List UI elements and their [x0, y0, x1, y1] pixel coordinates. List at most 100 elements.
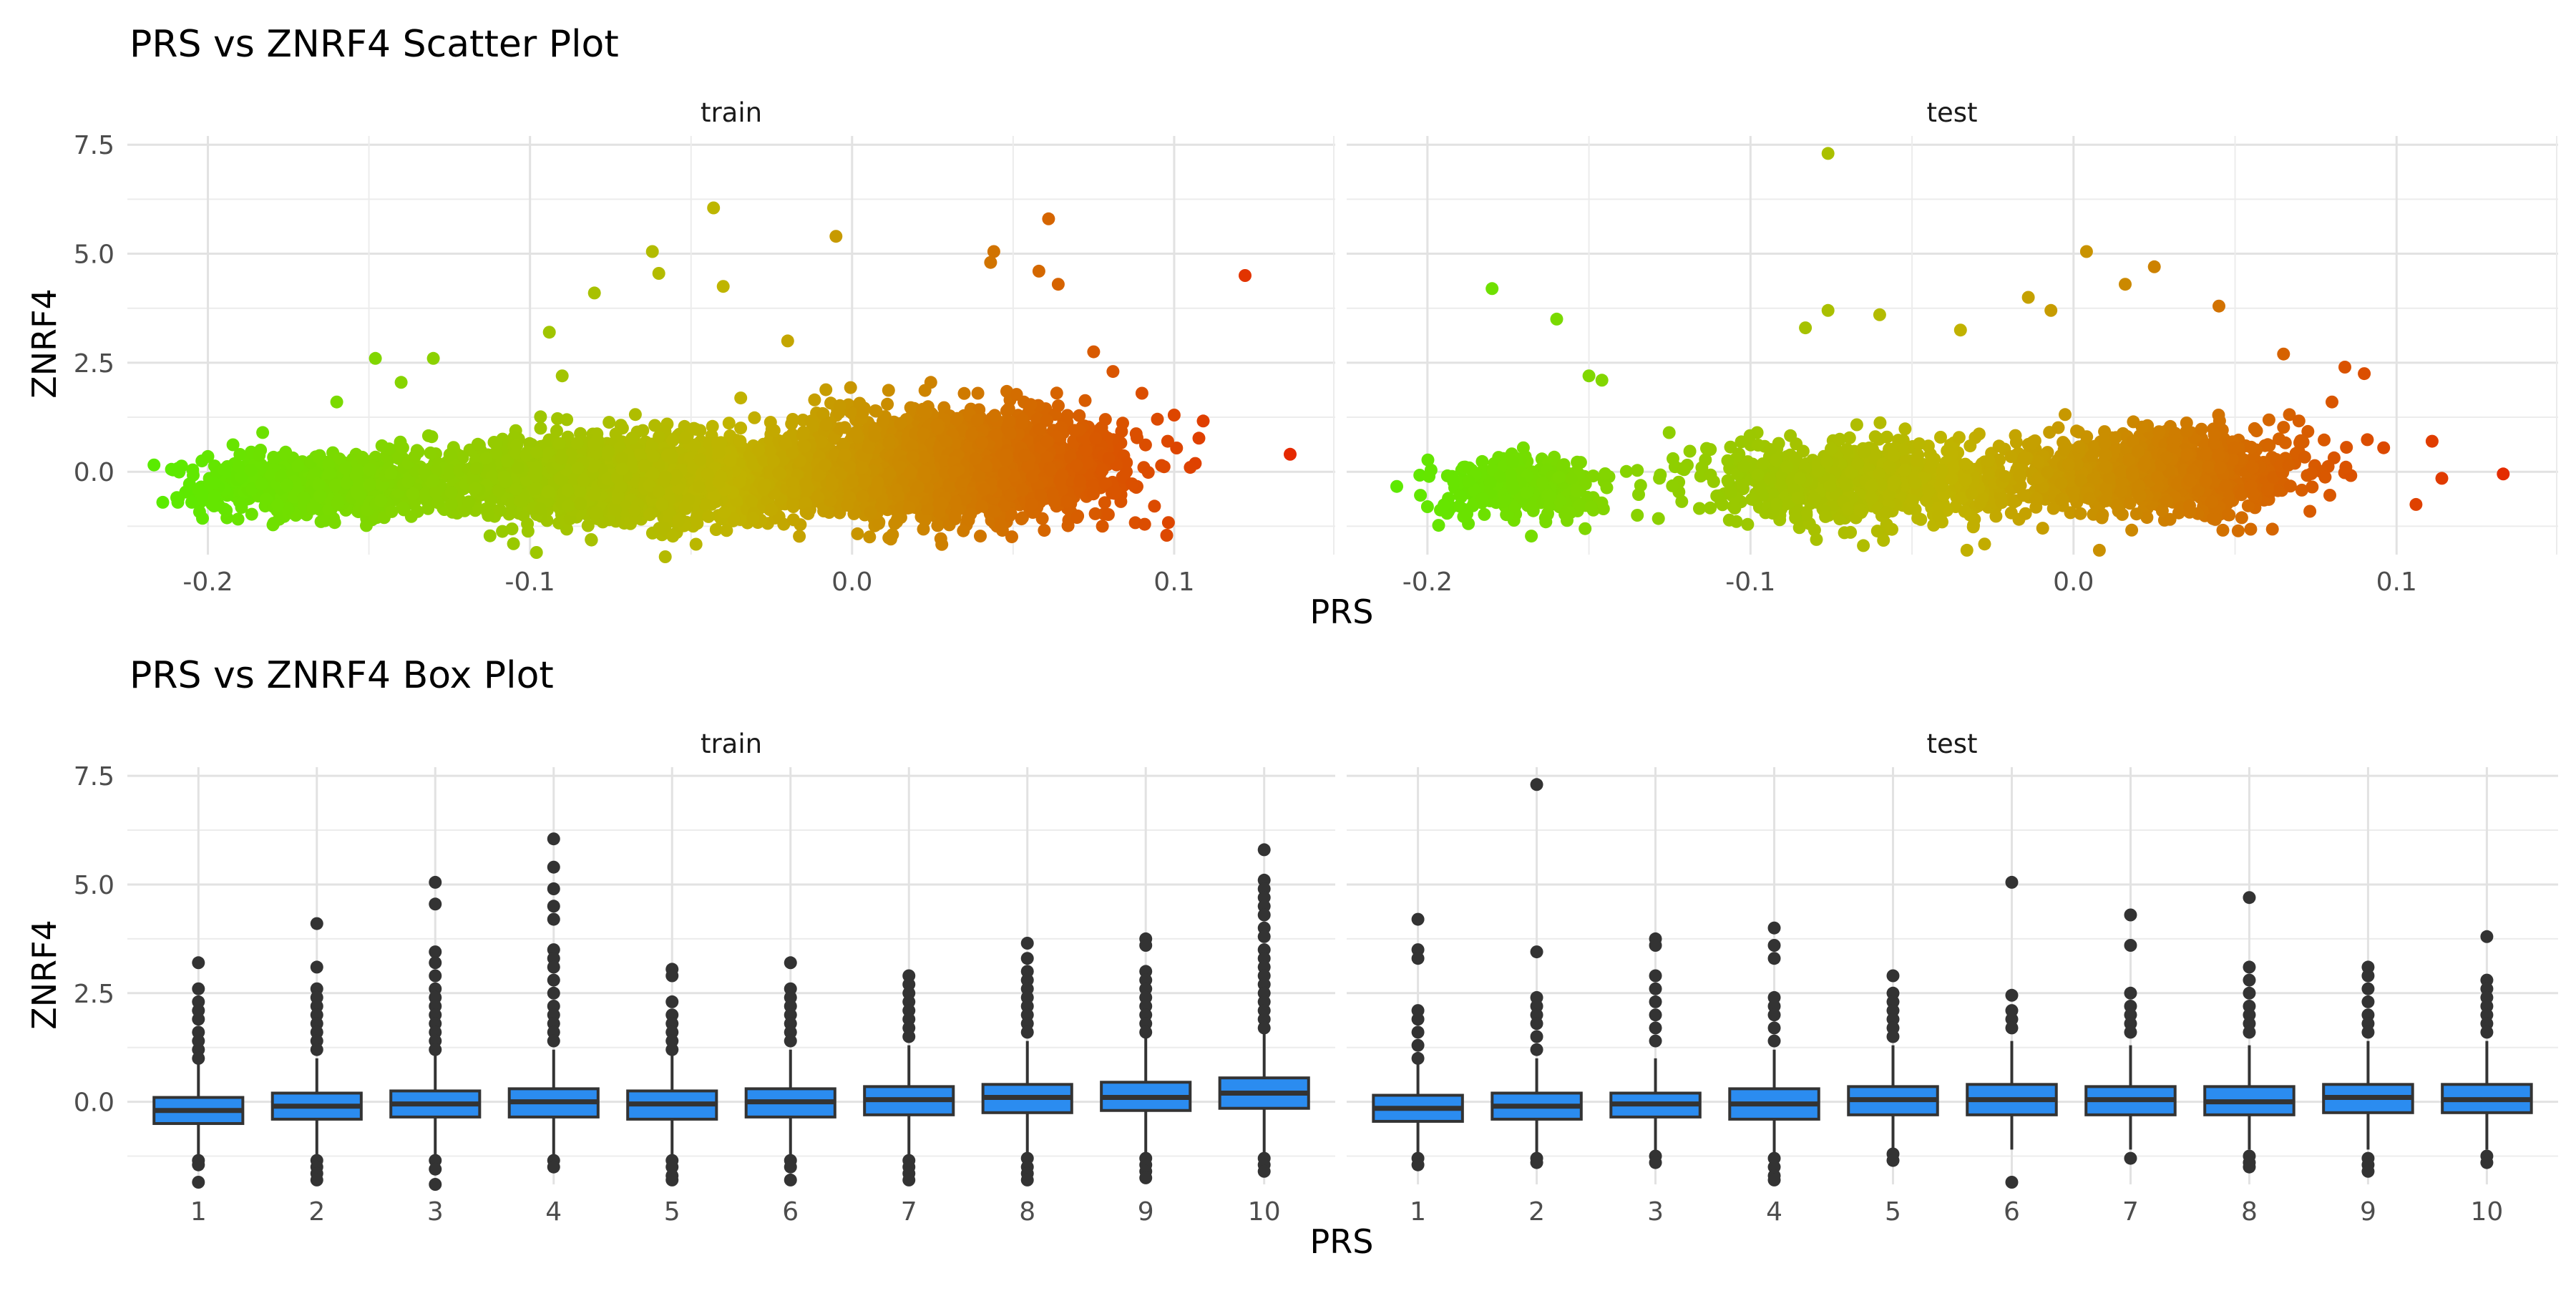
- scatter-point: [720, 524, 733, 537]
- scatter-point: [587, 438, 600, 451]
- box-facet-train-label: train: [701, 729, 762, 759]
- scatter-point: [1079, 394, 1092, 407]
- scatter-point: [882, 384, 895, 396]
- scatter-point: [1052, 399, 1065, 412]
- scatter-point: [488, 436, 501, 449]
- scatter-point: [469, 482, 482, 495]
- scatter-point: [1015, 512, 1028, 525]
- scatter-point: [409, 450, 421, 463]
- scatter-point: [714, 436, 727, 449]
- scatter-point: [693, 480, 706, 493]
- scatter-point: [147, 459, 160, 472]
- scatter-point: [172, 466, 185, 479]
- box-y-axis-label: ZNRF4: [25, 920, 64, 1030]
- scatter-point: [331, 497, 344, 510]
- scatter-point: [1038, 524, 1050, 537]
- scatter-point: [787, 513, 800, 526]
- scatter-point: [1096, 520, 1109, 532]
- scatter-point: [1050, 386, 1063, 399]
- scatter-point: [666, 434, 679, 447]
- scatter-point: [562, 500, 575, 512]
- scatter-point: [757, 483, 770, 496]
- scatter-point: [628, 505, 641, 517]
- scatter-x-tick-label: 0.0: [831, 567, 872, 597]
- scatter-point: [643, 508, 656, 521]
- scatter-point: [1073, 409, 1085, 422]
- scatter-point: [1162, 516, 1175, 529]
- scatter-point: [385, 467, 398, 480]
- scatter-point: [656, 498, 669, 511]
- scatter-point: [688, 422, 701, 435]
- scatter-x-tick-label: 0.1: [1153, 567, 1194, 597]
- scatter-point: [931, 519, 944, 532]
- scatter-point: [765, 503, 778, 516]
- scatter-point: [1010, 388, 1023, 401]
- scatter-point: [723, 416, 736, 429]
- scatter-point: [364, 479, 376, 492]
- scatter-point: [638, 459, 650, 472]
- scatter-point: [609, 504, 622, 517]
- scatter-point: [255, 478, 268, 491]
- scatter-point: [445, 486, 458, 499]
- scatter-point: [479, 452, 492, 464]
- scatter-point: [785, 417, 798, 430]
- scatter-point: [658, 522, 670, 535]
- scatter-point: [267, 451, 280, 464]
- scatter-point: [819, 384, 832, 396]
- scatter-dense-points: [147, 376, 1209, 551]
- scatter-point: [665, 449, 678, 462]
- scatter-y-axis-label: ZNRF4: [25, 288, 64, 399]
- scatter-point: [808, 394, 821, 406]
- scatter-point: [235, 497, 248, 510]
- scatter-point: [298, 492, 311, 505]
- scatter-point: [507, 537, 520, 550]
- scatter-point: [312, 478, 325, 491]
- scatter-x-tick-label: -0.1: [505, 567, 555, 597]
- scatter-point: [233, 448, 246, 461]
- scatter-point: [534, 410, 547, 423]
- scatter-point: [734, 422, 747, 434]
- scatter-point: [702, 510, 715, 523]
- scatter-point: [192, 483, 205, 496]
- scatter-point: [844, 381, 857, 394]
- scatter-point: [530, 446, 543, 459]
- box-title: PRS vs ZNRF4 Box Plot: [130, 654, 554, 697]
- scatter-y-tick-label: 7.5: [74, 131, 114, 160]
- scatter-point: [706, 420, 719, 433]
- scatter-point: [699, 498, 712, 511]
- scatter-point: [444, 448, 457, 461]
- scatter-point: [714, 469, 727, 482]
- scatter-point: [534, 502, 547, 515]
- scatter-point: [659, 471, 672, 484]
- scatter-point: [972, 387, 985, 400]
- scatter-point: [470, 462, 483, 475]
- scatter-point: [653, 430, 665, 443]
- scatter-point: [291, 459, 304, 472]
- scatter-point: [572, 462, 585, 475]
- scatter-point: [718, 506, 731, 519]
- scatter-point: [610, 427, 623, 440]
- scatter-point: [280, 479, 293, 492]
- scatter-point: [562, 484, 575, 497]
- scatter-point: [881, 398, 894, 411]
- box-facet-test-label: test: [1926, 729, 1977, 759]
- scatter-point: [615, 463, 628, 476]
- scatter-y-tick-label: 2.5: [74, 349, 114, 379]
- scatter-point: [427, 474, 440, 487]
- scatter-y-tick-label: 0.0: [74, 458, 114, 487]
- scatter-point: [260, 493, 273, 506]
- scatter-point: [724, 454, 737, 467]
- scatter-point: [1002, 403, 1015, 416]
- scatter-point: [553, 437, 566, 450]
- scatter-point: [629, 408, 642, 421]
- scatter-point: [376, 439, 389, 452]
- scatter-point: [560, 413, 573, 426]
- scatter-point: [374, 495, 387, 507]
- scatter-point: [535, 422, 547, 434]
- scatter-point: [602, 416, 615, 429]
- scatter-point: [872, 517, 885, 530]
- scatter-point: [472, 438, 484, 451]
- scatter-point: [306, 502, 319, 515]
- scatter-point: [208, 477, 220, 489]
